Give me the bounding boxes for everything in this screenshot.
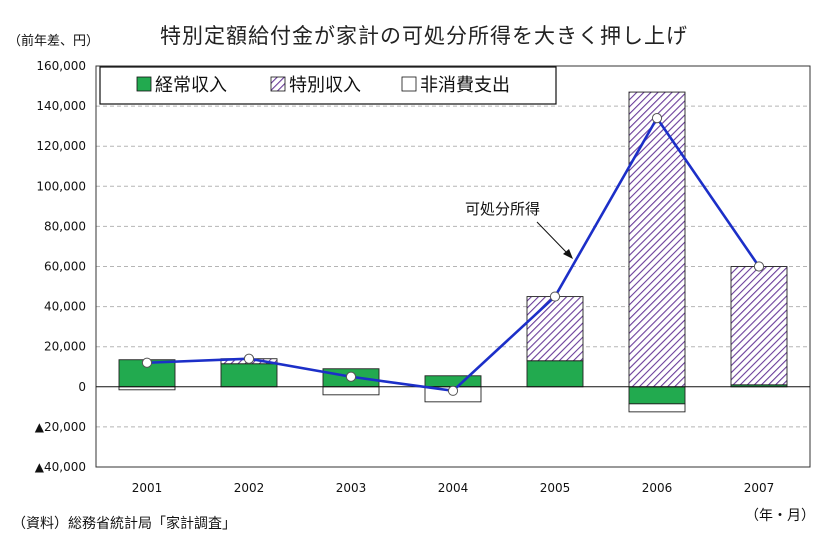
x-tick-label: 2002 <box>234 481 265 495</box>
point-disposable-income <box>345 371 357 382</box>
y-tick-label: 100,000 <box>36 179 86 193</box>
bar-non-consumption <box>322 386 380 396</box>
annotation-arrow-head <box>563 249 573 259</box>
point-disposable-income <box>549 291 561 302</box>
x-tick-label: 2003 <box>336 481 367 495</box>
y-tick-label: 0 <box>78 380 86 394</box>
bar-special-income <box>526 296 584 362</box>
x-tick-label: 2004 <box>438 481 469 495</box>
x-axis-unit-label: （年・月） <box>745 508 815 524</box>
y-axis-unit-label: （前年差、円） <box>8 34 100 49</box>
point-disposable-income <box>753 261 765 272</box>
point-disposable-income <box>447 385 459 396</box>
bar-regular-income <box>526 360 584 388</box>
point-disposable-income <box>651 113 663 124</box>
line-annotation: 可処分所得 <box>465 200 573 259</box>
legend: 経常収入 特別収入 非消費支出 <box>99 66 557 105</box>
y-tick-label: 40,000 <box>44 300 86 314</box>
y-tick-label: ▲20,000 <box>35 420 86 434</box>
plot-frame <box>95 65 811 468</box>
x-tick-label: 2005 <box>540 481 571 495</box>
tick-labels: ▲40,000 ▲20,000 0 20,000 40,000 60,000 80,000 1… <box>35 59 774 495</box>
bar-non-consumption <box>628 403 686 413</box>
legend-label-special-income: 特別収入 <box>289 75 361 96</box>
legend-label-regular-income: 経常収入 <box>155 75 227 96</box>
y-tick-label: 140,000 <box>36 99 86 113</box>
y-tick-label: 60,000 <box>44 260 86 274</box>
bar-special-income <box>730 266 788 386</box>
legend-swatch-special-income <box>270 76 286 92</box>
bars <box>118 91 788 413</box>
y-tick-label: 80,000 <box>44 219 86 233</box>
legend-label-non-consumption: 非消費支出 <box>420 75 510 96</box>
bar-special-income <box>628 91 686 388</box>
bar-regular-income <box>424 375 482 388</box>
legend-box <box>99 66 557 105</box>
disposable-income-line <box>141 113 765 396</box>
point-disposable-income <box>243 353 255 364</box>
y-tick-label: 120,000 <box>36 139 86 153</box>
y-tick-label: 20,000 <box>44 340 86 354</box>
annotation-label-disposable-income: 可処分所得 <box>465 200 540 218</box>
annotation-arrow-line <box>536 221 569 255</box>
y-tick-label: ▲40,000 <box>35 460 86 474</box>
legend-swatch-regular-income <box>136 76 152 92</box>
chart-title: 特別定額給付金が家計の可処分所得を大きく押し上げ <box>160 24 688 48</box>
y-tick-label: 160,000 <box>36 59 86 73</box>
x-tick-label: 2007 <box>744 481 775 495</box>
grid-lines <box>96 105 810 428</box>
bar-regular-income <box>220 363 278 388</box>
x-tick-label: 2001 <box>132 481 163 495</box>
bar-regular-income <box>628 386 686 405</box>
x-tick-label: 2006 <box>642 481 673 495</box>
legend-swatch-non-consumption <box>401 76 417 92</box>
point-disposable-income <box>141 357 153 368</box>
source-note: （資料）総務省統計局「家計調査」 <box>12 516 236 532</box>
